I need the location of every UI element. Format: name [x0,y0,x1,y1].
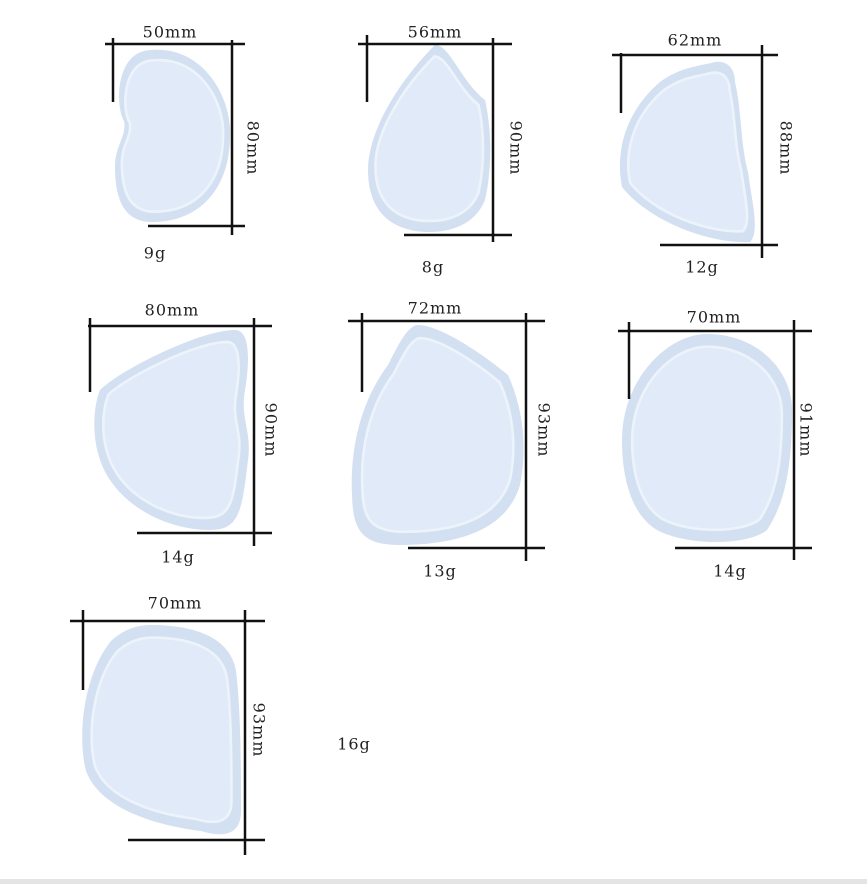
mold [619,61,755,243]
mold [622,334,792,542]
weight-label: 16g [337,735,371,754]
weight-label: 9g [144,244,166,263]
weight-label: 14g [161,548,195,567]
height-label: 88mm [777,121,796,176]
weight-label: 14g [713,562,747,581]
width-label: 56mm [408,23,463,42]
width-label: 72mm [408,299,463,318]
width-label: 70mm [148,594,203,613]
weight-label: 13g [423,562,457,581]
weight-label: 8g [422,258,444,277]
bottom-bar [0,879,867,884]
width-label: 70mm [687,308,742,327]
width-label: 50mm [143,23,198,42]
height-label: 90mm [507,121,526,176]
mold [82,625,241,835]
mold [351,325,524,545]
height-label: 91mm [797,403,816,458]
mold [115,49,231,222]
weight-label: 12g [685,258,719,277]
height-label: 80mm [244,121,263,176]
height-label: 93mm [250,703,269,758]
mold [368,45,491,232]
mold [94,330,249,530]
width-label: 80mm [145,301,200,320]
width-label: 62mm [668,31,723,50]
height-label: 93mm [535,403,554,458]
height-label: 90mm [262,403,281,458]
